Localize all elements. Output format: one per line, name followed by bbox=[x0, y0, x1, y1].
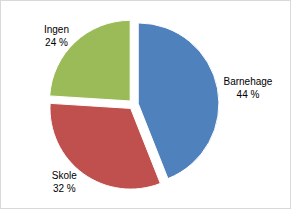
svg-text:Ingen24 %: Ingen24 % bbox=[44, 24, 69, 48]
svg-text:Skole32 %: Skole32 % bbox=[52, 170, 77, 194]
svg-text:Barnehage44 %: Barnehage44 % bbox=[223, 76, 272, 100]
